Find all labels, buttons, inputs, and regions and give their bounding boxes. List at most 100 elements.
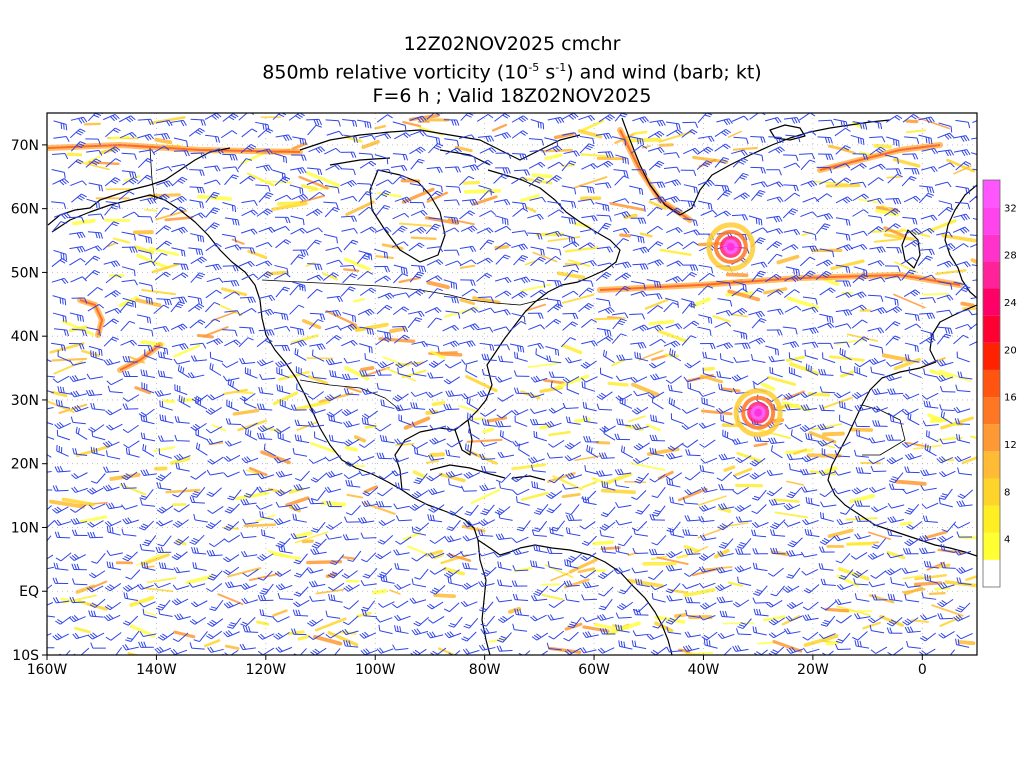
wind-barb bbox=[156, 298, 172, 306]
wind-barb bbox=[904, 136, 920, 144]
wind-barb bbox=[614, 211, 631, 219]
vorticity-streak bbox=[941, 233, 977, 243]
wind-barb bbox=[596, 160, 614, 168]
wind-barb bbox=[122, 403, 139, 410]
wind-barb bbox=[937, 326, 953, 335]
vorticity-streak bbox=[287, 630, 305, 636]
wind-barb bbox=[480, 504, 495, 516]
wind-barb bbox=[854, 533, 871, 540]
vorticity-jet-core bbox=[819, 144, 941, 171]
vorticity-streak bbox=[51, 357, 88, 362]
vorticity-streak bbox=[224, 644, 240, 650]
wind-barb bbox=[868, 294, 884, 302]
vorticity-streak bbox=[879, 615, 904, 627]
wind-barb bbox=[634, 472, 649, 484]
wind-barb bbox=[47, 454, 52, 458]
wind-barb bbox=[141, 382, 155, 394]
wind-barb bbox=[324, 325, 342, 331]
wind-barb bbox=[424, 307, 442, 314]
wind-barb bbox=[461, 288, 478, 297]
wind-barb bbox=[685, 449, 701, 457]
wind-barb bbox=[53, 249, 67, 261]
wind-barb bbox=[88, 345, 103, 356]
wind-barb bbox=[697, 285, 714, 296]
vorticity-streak bbox=[426, 191, 449, 203]
wind-barb bbox=[819, 535, 836, 546]
wind-barb bbox=[621, 445, 634, 459]
wind-barb bbox=[122, 355, 138, 363]
wind-barb bbox=[583, 436, 599, 443]
wind-barb bbox=[224, 339, 241, 347]
wind-barb bbox=[174, 384, 188, 396]
wind-barb bbox=[649, 196, 667, 204]
wind-barb bbox=[669, 496, 684, 506]
wind-barb bbox=[411, 490, 429, 499]
wind-barb bbox=[887, 502, 905, 509]
wind-barb bbox=[733, 136, 749, 145]
wind-barb bbox=[224, 244, 242, 251]
wind-barb bbox=[867, 327, 885, 334]
wind-barb bbox=[408, 242, 425, 252]
wind-barb bbox=[680, 199, 696, 208]
wind-barb bbox=[718, 383, 733, 393]
wind-barb bbox=[356, 253, 372, 264]
wind-barb bbox=[91, 553, 106, 564]
wind-barb bbox=[241, 422, 258, 430]
wind-barb bbox=[119, 301, 134, 313]
wind-barb bbox=[325, 521, 343, 530]
wind-barb bbox=[341, 339, 358, 347]
wind-barb bbox=[70, 416, 86, 425]
wind-barb bbox=[189, 169, 205, 176]
wind-barb bbox=[670, 413, 684, 425]
wind-barb bbox=[325, 185, 340, 194]
wind-barb bbox=[720, 414, 734, 426]
wind-barb bbox=[376, 382, 392, 392]
vorticity-streak bbox=[173, 630, 196, 639]
vorticity-streak bbox=[271, 201, 308, 211]
wind-barb bbox=[376, 452, 392, 460]
wind-barb bbox=[936, 309, 953, 316]
wind-barb bbox=[154, 271, 171, 281]
wind-barb bbox=[275, 360, 292, 368]
wind-barb bbox=[208, 538, 225, 548]
title-run-model: 12Z02NOV2025 cmchr bbox=[403, 33, 621, 55]
wind-barb bbox=[479, 190, 495, 201]
wind-barb bbox=[463, 471, 481, 479]
vorticity-streak bbox=[398, 222, 433, 227]
wind-barb bbox=[783, 184, 799, 192]
vorticity-streak bbox=[697, 527, 726, 539]
wind-barb bbox=[241, 128, 258, 138]
vorticity-streak bbox=[49, 342, 85, 354]
wind-barb bbox=[586, 444, 599, 458]
wind-barb bbox=[665, 276, 683, 284]
vorticity-streak bbox=[352, 298, 366, 303]
wind-barb bbox=[668, 397, 681, 411]
wind-barb bbox=[751, 318, 767, 329]
wind-barb bbox=[87, 520, 104, 528]
vorticity-streak bbox=[581, 480, 598, 489]
vorticity-streak bbox=[272, 609, 288, 617]
wind-barb bbox=[938, 122, 953, 133]
vorticity-streak bbox=[402, 120, 422, 128]
wind-barb bbox=[195, 428, 209, 441]
wind-barb bbox=[956, 351, 970, 363]
wind-barb bbox=[511, 176, 528, 185]
wind-barb bbox=[939, 404, 955, 412]
wind-barb bbox=[379, 434, 395, 444]
wind-barb bbox=[649, 514, 665, 521]
wind-barb bbox=[664, 179, 682, 187]
wind-barb bbox=[790, 429, 803, 443]
wind-barb bbox=[70, 141, 86, 152]
wind-barb bbox=[120, 131, 137, 139]
wind-barb bbox=[140, 498, 156, 507]
wind-barb bbox=[209, 362, 222, 376]
wind-barb bbox=[969, 234, 977, 237]
wind-barb bbox=[581, 381, 596, 392]
wind-barb bbox=[509, 343, 525, 353]
vorticity-streak bbox=[438, 472, 466, 483]
wind-barb bbox=[611, 333, 627, 344]
wind-barb bbox=[511, 230, 529, 237]
wind-barb bbox=[801, 306, 819, 313]
wind-barb bbox=[171, 163, 188, 170]
wind-barb bbox=[375, 336, 392, 346]
